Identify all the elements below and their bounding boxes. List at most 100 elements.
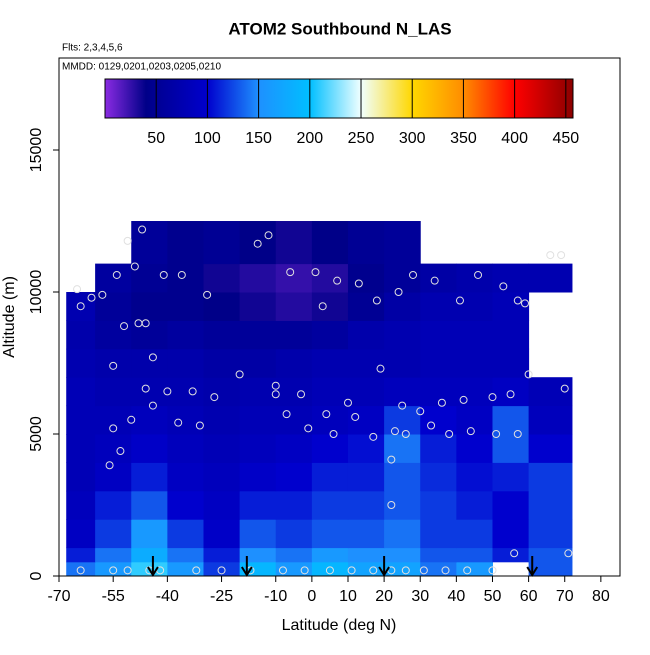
sample-point bbox=[203, 290, 212, 299]
heatmap-cell bbox=[456, 462, 493, 492]
heatmap-cell bbox=[203, 320, 241, 350]
heatmap-cell bbox=[66, 490, 96, 520]
sample-point bbox=[282, 410, 291, 419]
heatmap-cell bbox=[167, 462, 204, 492]
heatmap-cell bbox=[311, 405, 349, 435]
sample-point bbox=[376, 364, 385, 373]
sample-point bbox=[445, 430, 454, 439]
heatmap-cell bbox=[347, 434, 385, 463]
heatmap-cell bbox=[131, 547, 168, 563]
heatmap-cell bbox=[347, 263, 385, 293]
sample-point bbox=[455, 296, 464, 305]
heatmap-cell bbox=[131, 292, 168, 321]
sample-point bbox=[120, 322, 129, 331]
heatmap-cell bbox=[275, 561, 313, 577]
colorbar bbox=[104, 78, 574, 119]
heatmap-cell bbox=[131, 348, 168, 378]
heatmap-cell bbox=[420, 405, 457, 435]
heatmap-cell bbox=[347, 221, 385, 265]
heatmap-cell bbox=[384, 348, 421, 378]
heatmap-cell bbox=[311, 348, 349, 378]
heatmap-cell bbox=[311, 547, 349, 563]
heatmap bbox=[66, 221, 573, 577]
heatmap-cell bbox=[528, 561, 573, 577]
heatmap-cell bbox=[347, 462, 385, 492]
sample-point bbox=[311, 268, 320, 277]
sample-point bbox=[192, 566, 201, 575]
sample-point bbox=[466, 427, 475, 436]
heatmap-cell bbox=[456, 377, 493, 407]
heatmap-cell bbox=[492, 263, 530, 293]
heatmap-cell bbox=[311, 221, 349, 265]
heatmap-cell bbox=[420, 434, 457, 463]
heatmap-cell bbox=[275, 405, 313, 435]
heatmap-cell bbox=[66, 292, 96, 321]
heatmap-cell bbox=[131, 462, 168, 492]
heatmap-cell bbox=[492, 434, 530, 463]
heatmap-cell bbox=[347, 561, 385, 577]
sample-point bbox=[138, 225, 147, 234]
heatmap-cell bbox=[275, 263, 313, 293]
sample-point bbox=[253, 239, 262, 248]
heatmap-cell bbox=[347, 519, 385, 549]
heatmap-cell bbox=[203, 434, 241, 463]
heatmap-cell bbox=[95, 434, 132, 463]
heatmap-cell bbox=[456, 263, 493, 293]
heatmap-cell bbox=[66, 320, 96, 350]
sample-point bbox=[123, 566, 132, 575]
sample-point bbox=[401, 430, 410, 439]
heatmap-cell bbox=[131, 221, 168, 265]
heatmap-cell bbox=[275, 434, 313, 463]
sample-point bbox=[510, 549, 519, 558]
sample-point bbox=[398, 401, 407, 410]
heatmap-cell bbox=[420, 561, 457, 577]
x-tick-label: 10 bbox=[339, 588, 357, 605]
heatmap-cell bbox=[95, 377, 132, 407]
sample-point bbox=[73, 285, 82, 294]
heatmap-cell bbox=[239, 561, 277, 577]
sample-point bbox=[474, 270, 483, 279]
sample-point bbox=[419, 566, 428, 575]
heatmap-cell bbox=[456, 405, 493, 435]
sample-point bbox=[401, 566, 410, 575]
heatmap-cell bbox=[456, 519, 493, 549]
heatmap-cell bbox=[275, 490, 313, 520]
x-tick-label: 30 bbox=[411, 588, 429, 605]
sample-point bbox=[112, 270, 121, 279]
sample-point bbox=[87, 293, 96, 302]
heatmap-cell bbox=[420, 348, 457, 378]
heatmap-cell bbox=[384, 519, 421, 549]
heatmap-cell bbox=[311, 519, 349, 549]
heatmap-cell bbox=[203, 348, 241, 378]
arrow-head bbox=[526, 566, 539, 577]
heatmap-cell bbox=[167, 348, 204, 378]
heatmap-cell bbox=[384, 462, 421, 492]
heatmap-cell bbox=[384, 221, 421, 265]
x-tick-label: -55 bbox=[102, 588, 125, 605]
heatmap-cell bbox=[311, 377, 349, 407]
sample-point bbox=[304, 424, 313, 433]
sample-point bbox=[427, 421, 436, 430]
sample-point bbox=[437, 398, 446, 407]
heatmap-cell bbox=[456, 320, 493, 350]
sample-point bbox=[127, 415, 136, 424]
heatmap-cell bbox=[384, 490, 421, 520]
heatmap-cell bbox=[131, 434, 168, 463]
sample-point bbox=[387, 455, 396, 464]
heatmap-cell bbox=[384, 292, 421, 321]
x-tick-label: 0 bbox=[307, 588, 316, 605]
heatmap-cell bbox=[311, 434, 349, 463]
sample-point bbox=[351, 412, 360, 421]
sample-point bbox=[488, 393, 497, 402]
sample-point bbox=[488, 566, 497, 575]
heatmap-cell bbox=[420, 292, 457, 321]
colorbar-tick-label: 400 bbox=[501, 130, 528, 147]
heatmap-cell bbox=[492, 490, 530, 520]
heatmap-cell bbox=[239, 547, 277, 563]
x-tick-label: -25 bbox=[210, 588, 233, 605]
heatmap-cell bbox=[203, 263, 241, 293]
heatmap-cell bbox=[456, 490, 493, 520]
heatmap-cell bbox=[528, 263, 573, 293]
sample-point bbox=[557, 251, 566, 260]
